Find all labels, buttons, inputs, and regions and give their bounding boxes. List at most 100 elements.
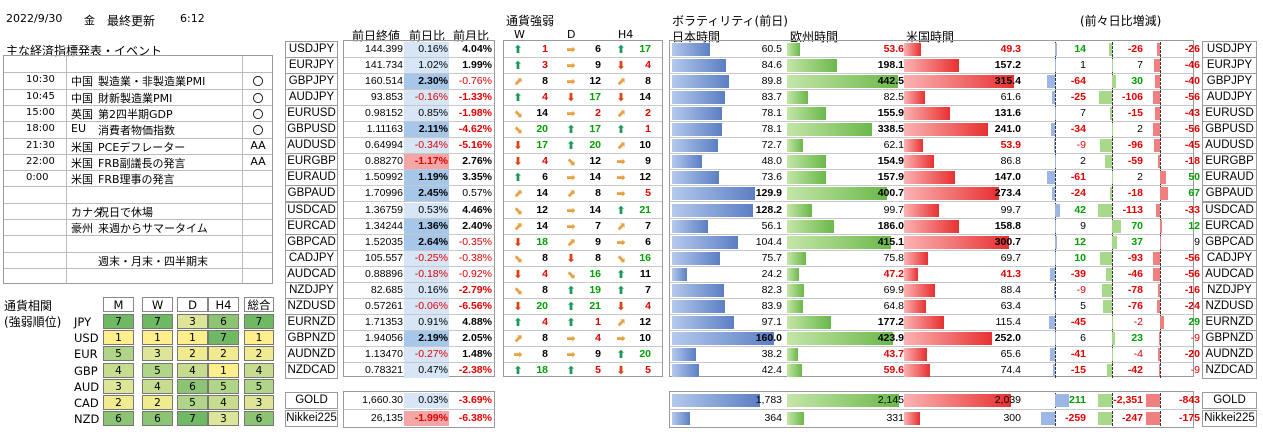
pair-label-left[interactable]: EURUSD [285, 105, 338, 123]
event-col-divider [242, 56, 243, 283]
pair-label-left[interactable]: GBPAUD [285, 185, 338, 203]
pair-label-right[interactable]: EURUSD [1202, 105, 1257, 123]
pair-label-right[interactable]: GBPCAD [1202, 233, 1257, 251]
pair-label-right[interactable]: EURNZD [1202, 313, 1257, 331]
pair-label-left[interactable]: NZDUSD [285, 297, 338, 315]
pair-label-left[interactable]: CADJPY [285, 249, 338, 267]
pair-label-left[interactable]: NZDCAD [285, 362, 338, 379]
volatility-extra-table [669, 391, 1194, 428]
pair-label-left[interactable]: AUDJPY [285, 89, 338, 107]
strength-count: 20 [589, 139, 601, 152]
volatility-bar-eu [787, 331, 893, 345]
pair-label-left[interactable]: GBPJPY [285, 73, 338, 91]
pair-label-left[interactable]: EURJPY [285, 57, 338, 75]
matrix-rank: 7 [142, 314, 173, 329]
diff-bar [1156, 43, 1160, 56]
strength-count: 20 [639, 347, 651, 360]
strength-count: 21 [589, 299, 601, 312]
arrow-down-icon: ⬇ [513, 235, 523, 249]
strength-count: 9 [595, 59, 601, 72]
diff-bar [1104, 155, 1112, 169]
volatility-bar-eu [787, 91, 808, 105]
diff-bar [1050, 267, 1055, 281]
pair-label-right[interactable]: EURJPY [1202, 57, 1257, 75]
diff-bar [1154, 107, 1160, 121]
pair-label-right[interactable]: CADJPY [1202, 249, 1257, 267]
pair-label-right[interactable]: GBPAUD [1202, 185, 1257, 203]
pair-label-left[interactable]: EURCAD [285, 217, 338, 235]
diff-bar [1109, 187, 1112, 201]
volatility-tk: 72.7 [761, 139, 782, 152]
pair-label-left[interactable]: GBPUSD [285, 121, 338, 139]
row-divider [344, 105, 494, 107]
volatility-bar-tk [672, 155, 703, 169]
pair-label-right[interactable]: AUDCAD [1202, 265, 1257, 283]
row-divider [670, 361, 1193, 363]
pair-label-right[interactable]: AUDJPY [1202, 89, 1257, 107]
volatility-us: 99.7 [1000, 203, 1021, 216]
pair-label-left[interactable]: AUDCAD [285, 265, 338, 283]
pair-label-left[interactable]: GBPCAD [285, 233, 338, 251]
pair-label-right[interactable]: NZDCAD [1202, 362, 1257, 379]
month-change: 2.40% [462, 219, 492, 232]
diff-bar [1100, 251, 1112, 265]
pair-label-left[interactable]: EURAUD [285, 169, 338, 187]
volatility-tk: 38.2 [761, 347, 782, 360]
pair-label-right[interactable]: GOLD [1202, 392, 1257, 409]
pair-label-right[interactable]: GBPUSD [1202, 121, 1257, 139]
row-divider [504, 329, 662, 331]
pair-label-left[interactable]: USDCAD [285, 201, 338, 219]
pair-label-right[interactable]: AUDUSD [1202, 137, 1257, 155]
strength-count: 9 [595, 347, 601, 360]
volatility-tk: 78.1 [761, 123, 782, 136]
zero-line [1160, 138, 1161, 154]
diff-bar [1155, 203, 1160, 217]
pair-label-left[interactable]: GOLD [285, 392, 338, 409]
zero-line [1112, 170, 1113, 186]
diff-b: -15 [1127, 107, 1143, 120]
pair-label-right[interactable]: NZDUSD [1202, 297, 1257, 315]
pair-label-right[interactable]: EURGBP [1202, 153, 1257, 171]
pair-label-left[interactable]: NZDJPY [285, 281, 338, 299]
pair-label-left[interactable]: GBPNZD [285, 329, 338, 347]
pair-label-right[interactable]: NZDJPY [1202, 281, 1257, 299]
pair-label-left[interactable]: AUDNZD [285, 345, 338, 363]
pair-label-right[interactable]: Nikkei225 [1202, 410, 1257, 427]
pair-label-left[interactable]: Nikkei225 [285, 410, 338, 427]
diff-bar [1160, 187, 1169, 201]
day-change-cell [404, 106, 449, 122]
zero-line [1055, 58, 1056, 74]
volatility-bar-tk [672, 139, 719, 153]
volatility-bar-us [904, 331, 992, 345]
pair-label-right[interactable]: USDCAD [1202, 201, 1257, 219]
pair-label-right[interactable]: USDJPY [1202, 41, 1257, 58]
pair-label-left[interactable]: USDJPY [285, 41, 338, 58]
row-divider [344, 409, 494, 410]
event-col-divider [66, 56, 67, 283]
diff-bar [1055, 331, 1056, 345]
strength-count: 16 [589, 267, 601, 280]
volatility-us: 147.0 [994, 171, 1021, 184]
matrix-rank: 7 [103, 314, 134, 329]
diff-c: 29 [1188, 315, 1200, 328]
volatility-bar-tk [672, 187, 755, 201]
pair-label-right[interactable]: EURCAD [1202, 217, 1257, 235]
pair-label-right[interactable]: EURAUD [1202, 169, 1257, 187]
zero-line [1055, 314, 1056, 330]
volatility-us: 273.4 [994, 187, 1021, 200]
pair-label-left[interactable]: EURGBP [285, 153, 338, 171]
row-divider [670, 217, 1193, 219]
pair-label-left[interactable]: AUDUSD [285, 137, 338, 155]
header-volatility: ボラティリティ(前日) [672, 14, 788, 28]
volatility-bar-tk [672, 347, 697, 361]
diff-bar [1047, 171, 1055, 185]
pair-label-left[interactable]: EURNZD [285, 313, 338, 331]
arrow-down-icon: ⬇ [616, 59, 626, 73]
pair-label-right[interactable]: AUDNZD [1202, 345, 1257, 363]
volatility-bar-us [904, 299, 927, 313]
header-day-change: 前日比 [409, 29, 446, 43]
pair-label-right[interactable]: GBPNZD [1202, 329, 1257, 347]
row-divider [504, 169, 662, 171]
pair-label-right[interactable]: GBPJPY [1202, 73, 1257, 91]
matrix-currency: GBP [74, 363, 98, 378]
